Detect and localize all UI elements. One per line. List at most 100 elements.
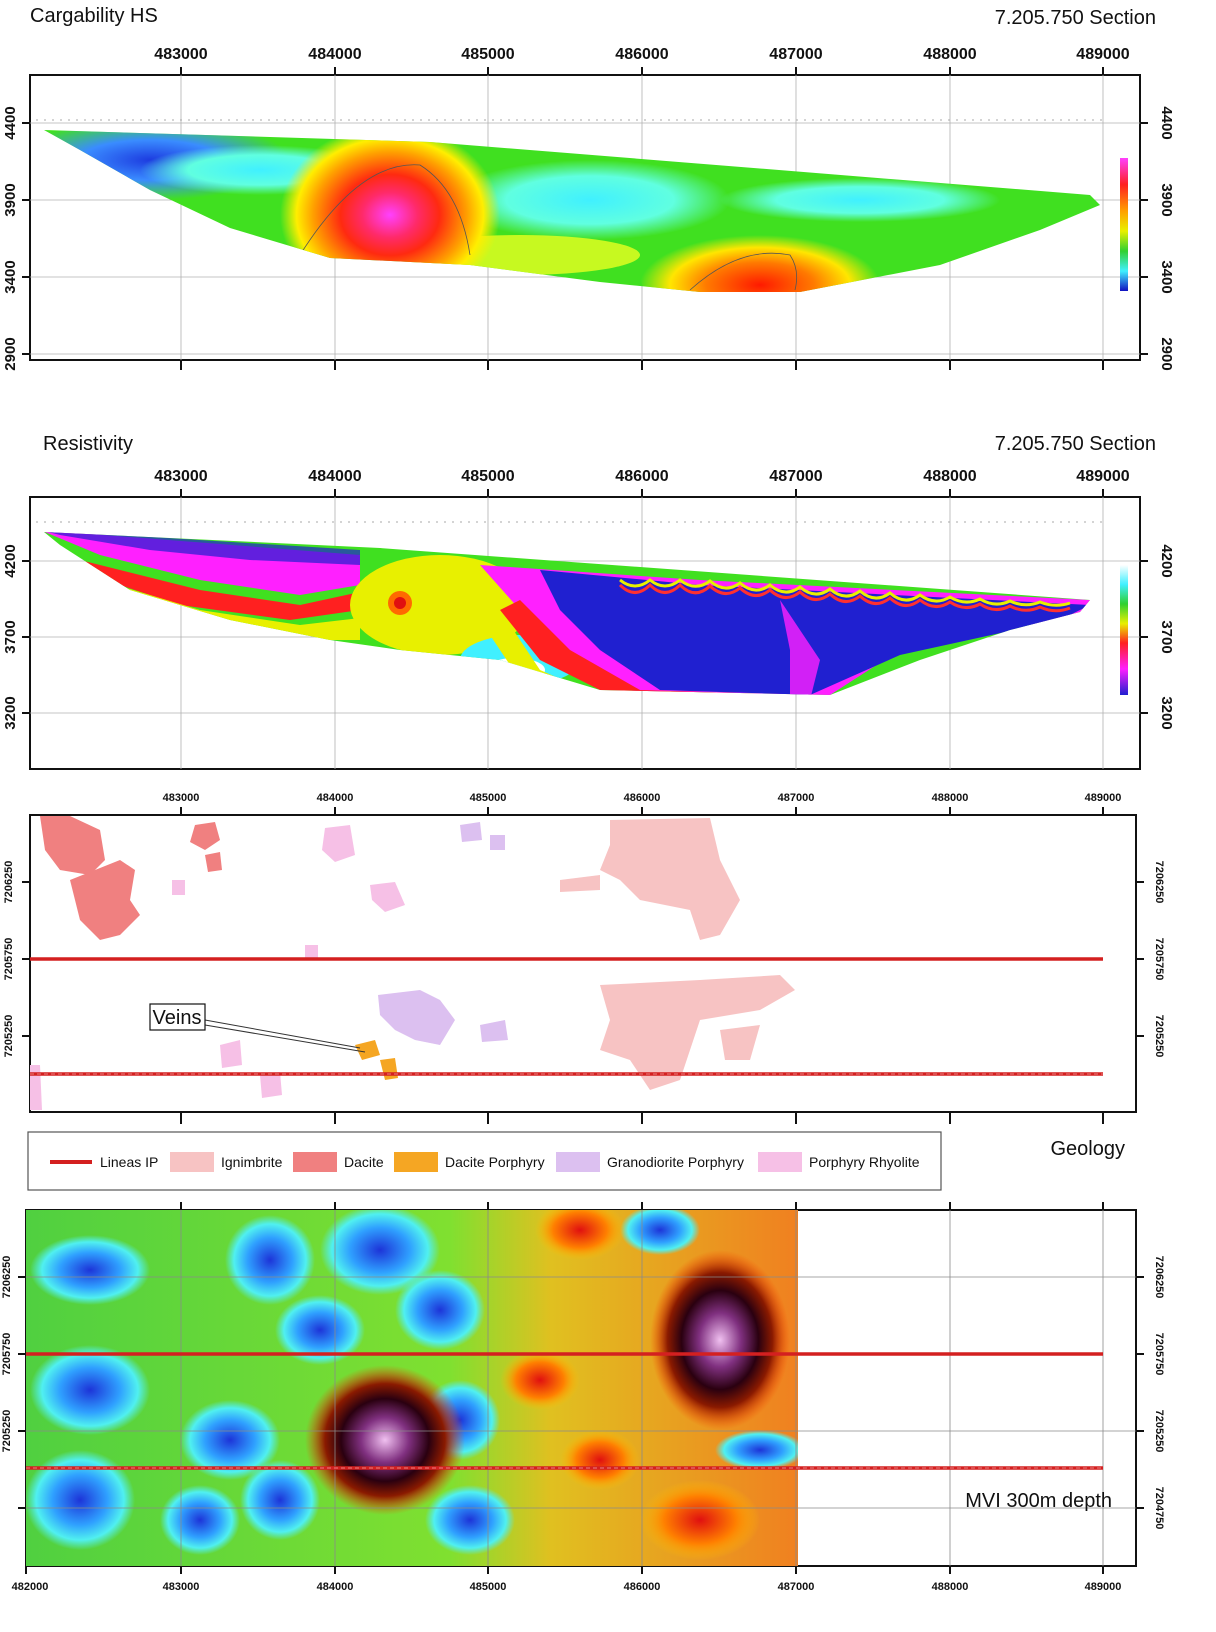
legend-label-dacite-porphyry: Dacite Porphyry: [445, 1154, 545, 1170]
x-tick-489000: 489000: [1085, 792, 1122, 804]
resistivity-x-ticks: 483000 484000 485000 486000 487000 48800…: [154, 468, 1129, 485]
y-tick-3400: 3400: [2, 260, 19, 293]
geology-legend: Lineas IP Ignimbrite Dacite Dacite Porph…: [27, 1131, 1126, 1191]
geology-map-frame: [29, 814, 1137, 1113]
legend-label-granodiorite-porphyry: Granodiorite Porphyry: [607, 1154, 744, 1170]
resistivity-y-ticks-right: 4200 3700 3200: [1158, 544, 1175, 729]
mvi-raster: [26, 1210, 798, 1566]
y-tick-3700-right: 3700: [1158, 620, 1175, 653]
legend-label-lineas-ip: Lineas IP: [100, 1154, 158, 1170]
y-tick-7204750-right: 7204750: [1153, 1487, 1165, 1530]
x-tick-487000: 487000: [778, 792, 815, 804]
chargeability-y-ticks-right: 4400 3900 3400 2900: [1158, 106, 1175, 370]
x-tick-489000: 489000: [1076, 46, 1129, 63]
legend-label-porphyry-rhyolite: Porphyry Rhyolite: [809, 1154, 920, 1170]
y-tick-7205750-right: 7205750: [1153, 938, 1165, 981]
x-tick-486000: 486000: [624, 792, 661, 804]
resistivity-y-ticks-left: 4200 3700 3200: [2, 544, 19, 729]
y-tick-4200-right: 4200: [1158, 544, 1175, 577]
y-tick-7205750-right: 7205750: [1153, 1333, 1165, 1376]
y-tick-3200-right: 3200: [1158, 696, 1175, 729]
chargeability-section-label: 7.205.750 Section: [995, 7, 1156, 29]
y-tick-2900: 2900: [2, 337, 19, 370]
y-tick-3900: 3900: [2, 183, 19, 216]
x-tick-483000: 483000: [163, 1581, 200, 1593]
legend-swatch-ignimbrite: [170, 1152, 214, 1172]
x-tick-485000: 485000: [470, 792, 507, 804]
y-tick-7205250: 7205250: [3, 1015, 15, 1058]
veins-callout: Veins: [149, 1003, 366, 1053]
x-tick-487000: 487000: [778, 1581, 815, 1593]
legend-swatch-dacite-porphyry: [394, 1152, 438, 1172]
resistivity-tick-marks: [22, 489, 1148, 714]
x-tick-485000: 485000: [461, 468, 514, 485]
veins-label-box: [149, 1003, 206, 1031]
x-tick-488000: 488000: [923, 46, 976, 63]
legend-item-dacite-porphyry: Dacite Porphyry: [394, 1152, 545, 1172]
x-tick-489000: 489000: [1085, 1581, 1122, 1593]
y-tick-3400-right: 3400: [1158, 260, 1175, 293]
x-tick-486000: 486000: [615, 468, 668, 485]
resistivity-section-label: 7.205.750 Section: [995, 433, 1156, 455]
legend-item-porphyry-rhyolite: Porphyry Rhyolite: [758, 1152, 920, 1172]
chargeability-tick-marks: [22, 67, 1148, 370]
x-tick-486000: 486000: [624, 1581, 661, 1593]
legend-item-ignimbrite: Ignimbrite: [170, 1152, 283, 1172]
y-tick-7205250: 7205250: [1, 1410, 13, 1453]
geology-tick-marks: [22, 807, 1144, 1124]
x-tick-484000: 484000: [317, 1581, 354, 1593]
chargeability-section: [44, 130, 1100, 292]
x-tick-486000: 486000: [615, 46, 668, 63]
x-tick-483000: 483000: [154, 46, 207, 63]
x-tick-484000: 484000: [317, 792, 354, 804]
legend-swatch-dacite: [293, 1152, 337, 1172]
y-tick-7205750: 7205750: [3, 938, 15, 981]
chargeability-panel: Cargability HS 7.205.750 Section 483000 …: [2, 5, 1175, 371]
y-tick-2900-right: 2900: [1158, 337, 1175, 370]
x-tick-483000: 483000: [154, 468, 207, 485]
y-tick-7206250-right: 7206250: [1153, 1256, 1165, 1299]
y-tick-7205250-right: 7205250: [1153, 1410, 1165, 1453]
legend-item-granodiorite-porphyry: Granodiorite Porphyry: [556, 1152, 744, 1172]
mvi-y-ticks-left: 7206250 7205750 7205250: [1, 1256, 13, 1453]
x-tick-484000: 484000: [308, 46, 361, 63]
mvi-y-ticks-right: 7206250 7205750 7205250 7204750: [1153, 1256, 1165, 1530]
geology-x-ticks: 483000 484000 485000 486000 487000 48800…: [163, 792, 1122, 804]
ignimbrite-units: [560, 818, 795, 1090]
resistivity-title: Resistivity: [43, 433, 133, 455]
chargeability-y-ticks-left: 4400 3900 3400 2900: [2, 106, 19, 370]
y-tick-4400: 4400: [2, 106, 19, 139]
chargeability-title: Cargability HS: [30, 5, 158, 27]
mvi-depth-label: MVI 300m depth: [965, 1490, 1112, 1512]
geology-map-panel: 483000 484000 485000 486000 487000 48800…: [3, 792, 1165, 1124]
legend-label-ignimbrite: Ignimbrite: [221, 1154, 283, 1170]
geology-y-ticks-left: 7206250 7205750 7205250: [3, 861, 15, 1058]
porphyry-rhyolite-units: [30, 825, 405, 1110]
mvi-tick-marks: [18, 1202, 1144, 1574]
x-tick-482000: 482000: [12, 1581, 49, 1593]
x-tick-488000: 488000: [932, 792, 969, 804]
y-tick-4400-right: 4400: [1158, 106, 1175, 139]
legend-swatch-porphyry-rhyolite: [758, 1152, 802, 1172]
geology-label: Geology: [1051, 1138, 1126, 1160]
geology-y-ticks-right: 7206250 7205750 7205250: [1153, 861, 1165, 1058]
y-tick-7205750: 7205750: [1, 1333, 13, 1376]
x-tick-483000: 483000: [163, 792, 200, 804]
y-tick-3200: 3200: [2, 696, 19, 729]
mvi-x-ticks: 482000 483000 484000 485000 486000 48700…: [12, 1581, 1122, 1593]
x-tick-488000: 488000: [932, 1581, 969, 1593]
y-tick-7206250-right: 7206250: [1153, 861, 1165, 904]
legend-label-dacite: Dacite: [344, 1154, 384, 1170]
chargeability-x-ticks: 483000 484000 485000 486000 487000 48800…: [154, 46, 1129, 63]
x-tick-487000: 487000: [769, 46, 822, 63]
granodiorite-porphyry-units: [378, 822, 508, 1045]
x-tick-487000: 487000: [769, 468, 822, 485]
y-tick-7205250-right: 7205250: [1153, 1015, 1165, 1058]
legend-swatch-granodiorite-porphyry: [556, 1152, 600, 1172]
x-tick-485000: 485000: [461, 46, 514, 63]
veins-label: Veins: [153, 1007, 202, 1029]
y-tick-3700: 3700: [2, 620, 19, 653]
y-tick-7206250: 7206250: [3, 861, 15, 904]
x-tick-484000: 484000: [308, 468, 361, 485]
